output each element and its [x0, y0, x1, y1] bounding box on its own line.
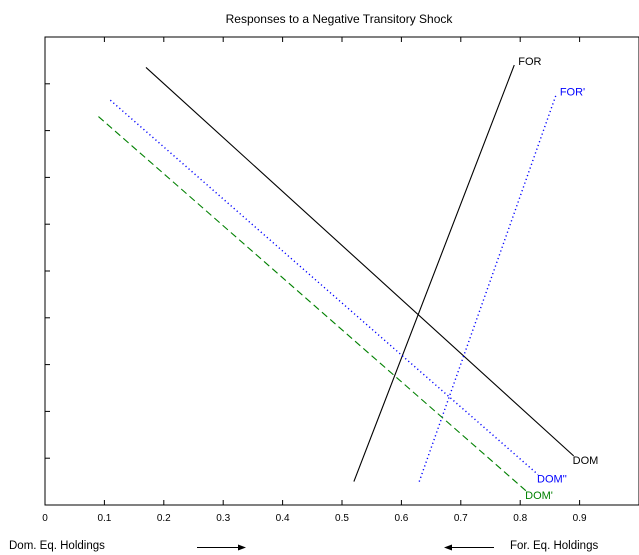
series-line-dom — [98, 116, 527, 492]
domestic-holdings-note: Dom. Eq. Holdings — [9, 540, 105, 552]
x-tick-label: 0.1 — [97, 513, 111, 524]
series-line-dom — [109, 99, 539, 476]
x-tick-label: 0.4 — [276, 513, 290, 524]
x-tick-label: 0.5 — [335, 513, 349, 524]
x-tick-label: 0.7 — [454, 513, 468, 524]
series-label-for: FOR — [518, 56, 541, 68]
axis-ticks: 0 0.1 0.2 0.3 0.4 0.5 0.6 0.7 0.8 0.9 — [42, 37, 587, 524]
x-tick-label: 0.9 — [573, 513, 587, 524]
x-tick-label: 0.8 — [513, 513, 527, 524]
series-line-dom — [145, 67, 575, 457]
series-line-for — [353, 64, 515, 482]
series-label-dom: DOM' — [525, 490, 553, 502]
series-layer — [98, 64, 575, 492]
x-tick-label: 0 — [42, 513, 48, 524]
series-line-for — [418, 95, 557, 482]
left-arrow-icon — [444, 544, 494, 551]
x-tick-label: 0.6 — [394, 513, 408, 524]
series-labels: DOM FOR DOM'' FOR' DOM' — [518, 56, 598, 502]
series-label-for: FOR' — [560, 87, 585, 99]
series-label-dom: DOM — [573, 455, 599, 467]
foreign-holdings-note: For. Eq. Holdings — [510, 540, 599, 552]
x-tick-label: 0.3 — [216, 513, 230, 524]
chart-title: Responses to a Negative Transitory Shock — [226, 12, 454, 26]
series-label-dom: DOM'' — [537, 474, 567, 486]
x-tick-label: 0.2 — [157, 513, 171, 524]
right-arrow-icon — [197, 544, 246, 551]
